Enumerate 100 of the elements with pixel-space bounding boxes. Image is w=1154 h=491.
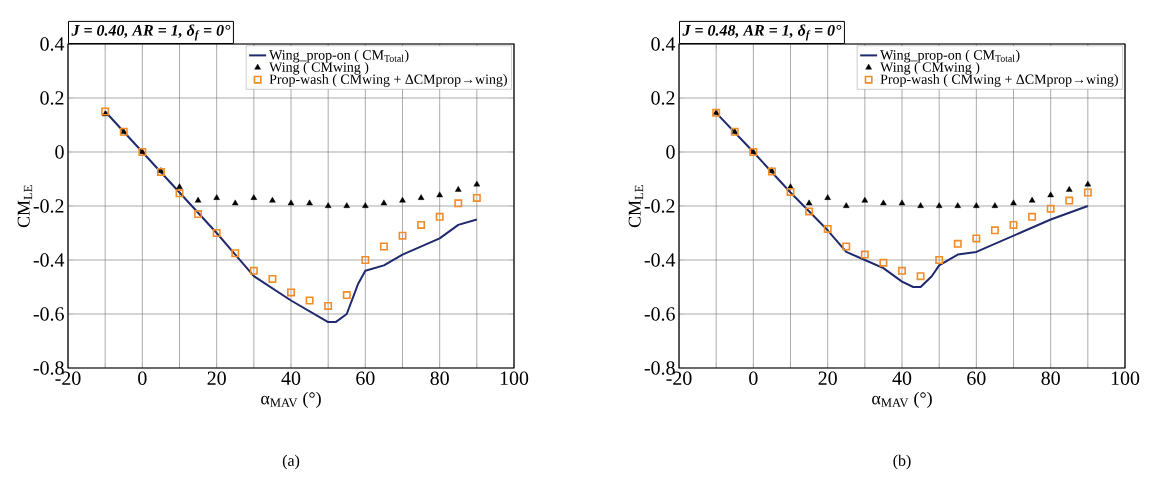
point	[879, 258, 888, 267]
x-tick-label: 80	[430, 371, 449, 385]
point	[842, 242, 851, 251]
point	[786, 187, 795, 196]
point	[1010, 199, 1017, 206]
text: (a)	[282, 454, 300, 470]
chart-title: J = 0.48, AR = 1, δ$_{f}$ = 0°	[682, 24, 842, 41]
point	[231, 249, 240, 258]
point	[269, 196, 276, 203]
y-tick-label: 0.4	[651, 37, 676, 51]
point	[990, 226, 999, 235]
point	[1046, 204, 1055, 213]
point	[1066, 186, 1073, 192]
y-tick-label: 0.4	[40, 37, 65, 51]
y-axis-title: CM$_{LE}$	[17, 185, 33, 228]
point	[916, 272, 925, 281]
point	[324, 202, 332, 208]
x-tick-label: 0	[138, 371, 147, 385]
point	[380, 199, 388, 206]
point	[232, 199, 239, 206]
point	[342, 291, 351, 300]
x-axis-title: α$_{MAV}$ (°)	[872, 391, 932, 409]
point	[454, 199, 463, 208]
point	[287, 288, 295, 297]
x-axis-title: α$_{MAV}$ (°)	[261, 391, 321, 409]
y-tick-label: -0.2	[33, 199, 64, 213]
point	[362, 202, 369, 208]
point	[249, 266, 258, 275]
point	[1083, 188, 1092, 197]
point	[898, 199, 906, 206]
y-tick-label: -0.2	[644, 199, 675, 213]
x-tick-label: 40	[281, 371, 301, 385]
point	[823, 224, 832, 233]
point	[861, 196, 869, 203]
point	[287, 199, 295, 206]
point	[1028, 212, 1037, 221]
y-tick-label: 0.2	[40, 91, 64, 105]
x-tick-label: 60	[356, 371, 375, 385]
point	[1028, 196, 1036, 203]
point	[213, 194, 220, 200]
chart-title: J = 0.40, AR = 1, δ$_{f}$ = 0°	[71, 24, 231, 41]
x-tick-label: 20	[207, 371, 226, 385]
point	[954, 202, 961, 208]
y-tick-label: -0.6	[644, 307, 675, 321]
legend-label: Wing_prop-on ( CM$_{Total}$)	[880, 49, 1020, 63]
y-tick-label: -0.4	[33, 253, 65, 267]
point	[1047, 191, 1054, 198]
point	[824, 194, 831, 200]
point	[880, 199, 887, 206]
point	[212, 229, 221, 237]
point	[343, 202, 350, 208]
point	[399, 196, 406, 203]
y-axis-title: CM$_{LE}$	[628, 185, 644, 228]
y-tick-label: 0	[55, 145, 64, 159]
point	[1009, 220, 1018, 229]
point	[972, 234, 981, 243]
point	[176, 183, 183, 190]
point	[860, 250, 869, 259]
point	[361, 256, 370, 264]
point	[805, 199, 813, 206]
legend-label: Prop-wash ( CMwing + ΔCMprop→wing)	[880, 74, 1118, 87]
point	[973, 202, 980, 208]
point	[917, 202, 924, 208]
x-tick-label: 100	[1111, 371, 1140, 385]
point	[455, 186, 462, 192]
x-tick-label: 60	[967, 371, 986, 385]
legend-label: Prop-wash ( CMwing + ΔCMprop→wing)	[269, 74, 507, 87]
point	[194, 196, 202, 203]
y-tick-label: 0.2	[651, 91, 675, 105]
y-tick-label: -0.4	[644, 253, 676, 267]
point	[435, 212, 444, 221]
point	[953, 239, 962, 248]
point	[805, 207, 814, 216]
text: (b)	[893, 454, 911, 470]
legend-label: Wing_prop-on ( CM$_{Total}$)	[269, 49, 409, 63]
x-tick-label: 40	[892, 371, 912, 385]
x-tick-label: 0	[749, 371, 758, 385]
point	[417, 194, 425, 200]
point	[473, 180, 481, 187]
point	[175, 189, 184, 198]
point	[436, 191, 443, 198]
x-tick-label: 100	[500, 371, 529, 385]
point	[379, 242, 388, 251]
y-tick-label: -0.6	[33, 307, 64, 321]
point	[250, 194, 258, 200]
point	[843, 202, 850, 208]
point	[268, 274, 277, 283]
point	[324, 301, 333, 310]
point	[898, 266, 906, 275]
point	[935, 202, 943, 208]
x-tick-label: 80	[1041, 371, 1060, 385]
x-tick-label: 20	[818, 371, 837, 385]
point	[991, 202, 999, 208]
point	[1084, 180, 1092, 187]
point	[194, 210, 203, 219]
point	[1065, 196, 1074, 205]
point	[305, 296, 314, 305]
point	[398, 231, 407, 240]
point	[417, 220, 426, 229]
point	[306, 199, 313, 206]
